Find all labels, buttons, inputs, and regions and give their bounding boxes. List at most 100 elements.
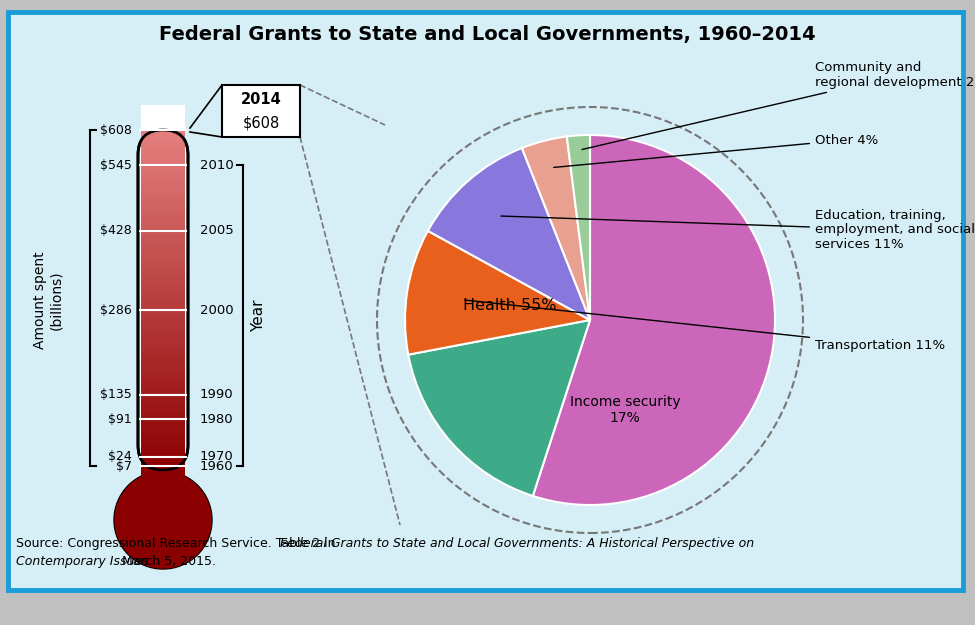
Bar: [141, 138, 185, 142]
Bar: [141, 210, 185, 215]
Bar: [141, 308, 185, 312]
Bar: [141, 151, 185, 156]
Bar: [141, 181, 185, 185]
Bar: [141, 236, 185, 241]
Text: 1980: 1980: [200, 412, 234, 426]
Text: Income security
17%: Income security 17%: [569, 395, 681, 425]
Text: 2000: 2000: [200, 304, 234, 317]
Circle shape: [114, 471, 212, 569]
Wedge shape: [428, 148, 590, 320]
Text: 2010: 2010: [200, 159, 234, 172]
Text: $91: $91: [108, 412, 132, 426]
Bar: [141, 325, 185, 330]
Bar: [141, 295, 185, 300]
Text: $545: $545: [100, 159, 132, 172]
Bar: [141, 410, 185, 415]
Bar: [141, 291, 185, 296]
Bar: [141, 401, 185, 406]
Bar: [141, 389, 185, 394]
FancyBboxPatch shape: [138, 130, 188, 470]
Text: 1970: 1970: [200, 450, 234, 463]
Text: Transportation 11%: Transportation 11%: [465, 300, 945, 351]
Bar: [141, 159, 185, 164]
Text: Health 55%: Health 55%: [463, 298, 557, 312]
Text: $24: $24: [108, 450, 132, 463]
Bar: [141, 240, 185, 245]
Text: Amount spent
(billions): Amount spent (billions): [33, 251, 63, 349]
Bar: [141, 278, 185, 283]
Bar: [141, 452, 185, 458]
Bar: [141, 398, 185, 402]
Bar: [141, 380, 185, 385]
Bar: [141, 287, 185, 291]
Text: 1990: 1990: [200, 388, 234, 401]
Bar: [141, 257, 185, 262]
Bar: [141, 231, 185, 236]
Bar: [141, 164, 185, 168]
Bar: [141, 351, 185, 355]
Bar: [141, 244, 185, 249]
Bar: [141, 427, 185, 432]
Bar: [141, 249, 185, 253]
Text: Source: Congressional Research Service. Table 2 in: Source: Congressional Research Service. …: [16, 537, 339, 550]
Bar: [141, 185, 185, 189]
Bar: [141, 457, 185, 461]
Bar: [141, 312, 185, 317]
Bar: [141, 299, 185, 304]
Bar: [141, 155, 185, 160]
Bar: [141, 422, 185, 428]
Bar: [141, 168, 185, 172]
Bar: [141, 355, 185, 359]
Text: Contemporary Issues: Contemporary Issues: [16, 555, 148, 568]
Bar: [141, 105, 185, 130]
Bar: [141, 253, 185, 258]
Bar: [141, 176, 185, 181]
Bar: [141, 346, 185, 351]
Bar: [141, 448, 185, 453]
Bar: [141, 274, 185, 279]
Bar: [141, 431, 185, 436]
Circle shape: [115, 472, 211, 568]
Bar: [141, 261, 185, 266]
Bar: [141, 414, 185, 419]
Bar: [141, 270, 185, 274]
Bar: [141, 142, 185, 147]
Bar: [141, 282, 185, 288]
Bar: [141, 406, 185, 411]
Text: $135: $135: [100, 388, 132, 401]
Wedge shape: [522, 136, 590, 320]
Bar: [141, 214, 185, 219]
Bar: [141, 146, 185, 151]
Bar: [141, 419, 185, 423]
Wedge shape: [405, 231, 590, 354]
Text: Community and
regional development 2%: Community and regional development 2%: [582, 61, 975, 149]
Bar: [141, 219, 185, 224]
Bar: [141, 304, 185, 309]
Bar: [141, 134, 185, 139]
Bar: [141, 321, 185, 326]
Bar: [141, 359, 185, 364]
Bar: [141, 363, 185, 368]
Bar: [141, 393, 185, 398]
Bar: [141, 129, 185, 134]
Bar: [141, 316, 185, 321]
Bar: [141, 329, 185, 334]
Bar: [141, 228, 185, 232]
Bar: [141, 372, 185, 376]
Bar: [141, 193, 185, 198]
Bar: [141, 338, 185, 342]
Bar: [141, 461, 185, 466]
FancyBboxPatch shape: [8, 12, 963, 590]
Text: $7: $7: [116, 459, 132, 472]
Bar: [141, 189, 185, 194]
Bar: [141, 223, 185, 228]
Bar: [141, 206, 185, 211]
Bar: [141, 376, 185, 381]
Wedge shape: [532, 135, 775, 505]
Bar: [141, 368, 185, 372]
Wedge shape: [566, 135, 590, 320]
Text: $608: $608: [243, 116, 280, 131]
Text: 2014: 2014: [241, 91, 282, 106]
Text: $428: $428: [100, 224, 132, 237]
Text: Year: Year: [252, 299, 266, 332]
